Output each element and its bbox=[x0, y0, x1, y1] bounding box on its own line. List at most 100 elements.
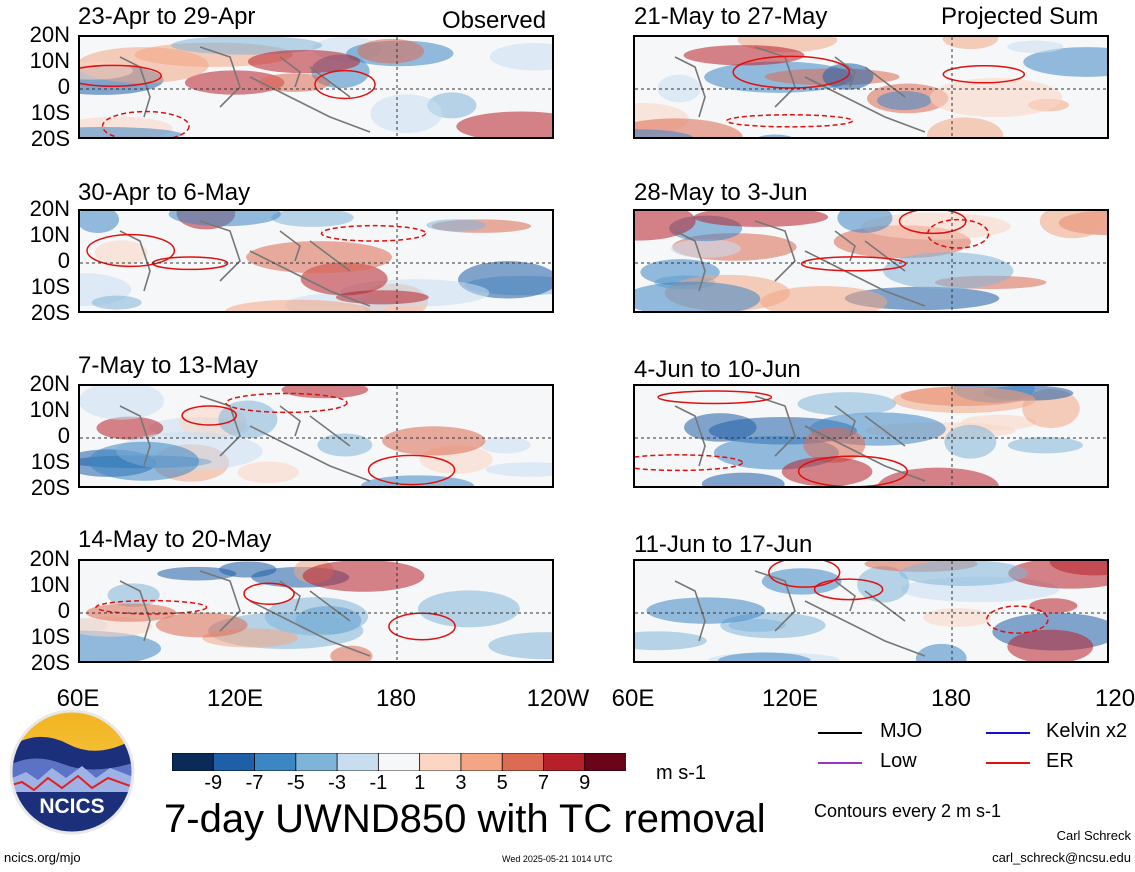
wind-anomaly-patch bbox=[94, 240, 148, 266]
wind-anomaly-patch bbox=[426, 219, 487, 232]
legend-low-label: Low bbox=[880, 750, 917, 772]
er-contour bbox=[768, 561, 841, 588]
mjo-line bbox=[818, 732, 862, 734]
map-panel bbox=[633, 35, 1109, 139]
coastline bbox=[834, 230, 856, 262]
wind-anomaly-patch bbox=[302, 561, 425, 592]
lat-label: 0 bbox=[57, 248, 70, 273]
footer-url: ncics.org/mjo bbox=[4, 850, 81, 865]
wind-anomaly-patch bbox=[219, 561, 277, 578]
map-panel bbox=[78, 384, 554, 488]
wind-anomaly-patch bbox=[942, 37, 999, 50]
wind-anomaly-patch bbox=[247, 49, 361, 74]
coastline bbox=[249, 600, 371, 657]
map-layer bbox=[635, 561, 1107, 661]
er-contour bbox=[225, 392, 348, 414]
coastline bbox=[119, 405, 151, 467]
colorbar-swatch bbox=[171, 752, 215, 772]
colorbar-tick: -5 bbox=[286, 772, 305, 794]
er-contour bbox=[243, 582, 295, 605]
er-contour bbox=[898, 211, 967, 235]
er-contour bbox=[80, 64, 162, 87]
map-panel bbox=[78, 559, 554, 663]
lat-label: 10S bbox=[30, 449, 70, 474]
legend-mjo-label: MJO bbox=[880, 720, 923, 742]
wind-anomaly-patch bbox=[168, 211, 281, 227]
coastline bbox=[279, 230, 301, 262]
lat-label: 10S bbox=[30, 624, 70, 649]
er-contour bbox=[101, 110, 190, 137]
wind-anomaly-patch bbox=[1023, 47, 1107, 77]
er-contour bbox=[388, 612, 456, 641]
lon-label: 120E bbox=[761, 685, 819, 712]
coastline bbox=[674, 230, 706, 292]
coastline bbox=[754, 395, 796, 457]
wind-anomaly-patch bbox=[264, 597, 369, 636]
wind-anomaly-patch bbox=[357, 38, 425, 64]
lat-label: 20S bbox=[30, 650, 70, 675]
lat-label: 20N bbox=[29, 22, 70, 47]
map-panel bbox=[633, 209, 1109, 313]
wind-anomaly-patch bbox=[758, 134, 792, 137]
colorbar-tick: 9 bbox=[579, 772, 591, 794]
lat-label: 10N bbox=[29, 48, 70, 73]
wind-anomaly-patch bbox=[803, 427, 866, 463]
wind-anomaly-patch bbox=[1029, 598, 1078, 614]
lat-label: 0 bbox=[57, 598, 70, 623]
lat-label: 20N bbox=[29, 371, 70, 396]
panel-title: 11-Jun to 17-Jun bbox=[634, 531, 813, 558]
lat-label: 10S bbox=[30, 274, 70, 299]
lat-label: 20S bbox=[30, 300, 70, 325]
coastline bbox=[804, 250, 926, 307]
wind-anomaly-patch bbox=[155, 612, 248, 638]
wind-anomaly-patch bbox=[237, 461, 299, 484]
er-contour bbox=[813, 578, 884, 601]
wind-anomaly-patch bbox=[184, 70, 285, 95]
footer-author: Carl Schreck bbox=[1056, 828, 1131, 843]
map-layer bbox=[635, 211, 1107, 311]
wind-anomaly-patch bbox=[382, 426, 486, 456]
colorbar-swatch bbox=[377, 752, 421, 772]
colorbar-swatch bbox=[501, 752, 545, 772]
lat-label: 10S bbox=[30, 100, 70, 125]
er-contour bbox=[320, 224, 427, 242]
colorbar-tick: 7 bbox=[537, 772, 550, 794]
wind-anomaly-patch bbox=[488, 632, 552, 660]
wind-anomaly-patch bbox=[91, 295, 142, 310]
wind-anomaly-patch bbox=[929, 78, 1063, 118]
er-contour bbox=[986, 605, 1049, 634]
wind-anomaly-patch bbox=[701, 472, 785, 486]
wind-anomaly-patch bbox=[225, 299, 372, 311]
map-layer bbox=[80, 561, 552, 661]
wind-anomaly-patch bbox=[915, 643, 967, 661]
coastline bbox=[249, 250, 371, 307]
wind-anomaly-patch bbox=[218, 400, 278, 439]
wind-anomaly-patch bbox=[107, 583, 160, 607]
wind-anomaly-patch bbox=[635, 129, 694, 137]
coastline bbox=[119, 56, 151, 118]
colorbar-units: m s-1 bbox=[656, 762, 706, 784]
er-contour bbox=[314, 69, 376, 100]
er-contour bbox=[657, 390, 773, 405]
er-line bbox=[986, 762, 1030, 764]
contour-note: Contours every 2 m s-1 bbox=[814, 801, 1002, 821]
wind-anomaly-patch bbox=[1007, 629, 1094, 661]
lon-label: 180 bbox=[375, 685, 417, 712]
wind-anomaly-patch bbox=[693, 211, 829, 227]
coastline bbox=[674, 580, 706, 642]
colorbar-tick: 5 bbox=[496, 772, 508, 794]
colorbar-swatch bbox=[254, 752, 297, 772]
wind-anomaly-patch bbox=[892, 386, 1036, 413]
observed-header: Observed bbox=[442, 7, 547, 34]
wind-anomaly-patch bbox=[899, 561, 1028, 586]
wind-anomaly-patch bbox=[646, 597, 766, 624]
coastline bbox=[199, 220, 241, 282]
colorbar-swatches bbox=[171, 752, 627, 772]
coastline bbox=[309, 66, 351, 98]
lon-label: 120W bbox=[526, 685, 590, 712]
legend-er-label: ER bbox=[1046, 750, 1074, 772]
wind-anomaly-patch bbox=[80, 630, 162, 661]
colorbar-swatch bbox=[212, 752, 256, 772]
er-contour bbox=[732, 55, 851, 89]
wind-anomaly-patch bbox=[80, 386, 165, 420]
